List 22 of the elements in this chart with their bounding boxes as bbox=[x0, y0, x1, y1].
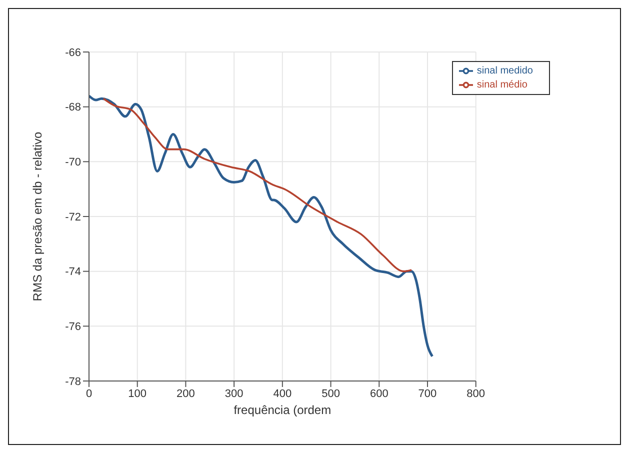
legend-label: sinal medido bbox=[476, 66, 533, 77]
y-tick-label: -78 bbox=[65, 376, 81, 388]
y-tick-label: -68 bbox=[65, 102, 81, 114]
x-tick-label: 700 bbox=[418, 388, 437, 400]
x-tick-label: 600 bbox=[370, 388, 388, 400]
x-axis-title: frequência (ordem bbox=[234, 403, 332, 417]
x-tick-label: 400 bbox=[273, 388, 292, 400]
y-tick-label: -74 bbox=[65, 266, 81, 278]
line-series bbox=[102, 98, 412, 272]
legend-label: sinal médio bbox=[476, 80, 528, 91]
y-tick-label: -66 bbox=[65, 46, 81, 59]
y-tick-label: -72 bbox=[65, 211, 81, 224]
x-tick-label: 100 bbox=[128, 388, 147, 400]
x-tick-label: 300 bbox=[224, 388, 244, 400]
y-tick-label: -70 bbox=[65, 156, 81, 169]
x-tick-label: 0 bbox=[86, 388, 92, 400]
y-axis-title: RMS da presão em db - relativo bbox=[30, 131, 44, 302]
line-series bbox=[89, 94, 434, 358]
x-tick-label: 200 bbox=[176, 388, 195, 400]
y-tick-label: -76 bbox=[65, 321, 81, 334]
x-tick-label: 500 bbox=[322, 388, 340, 400]
x-tick-label: 800 bbox=[466, 388, 486, 400]
